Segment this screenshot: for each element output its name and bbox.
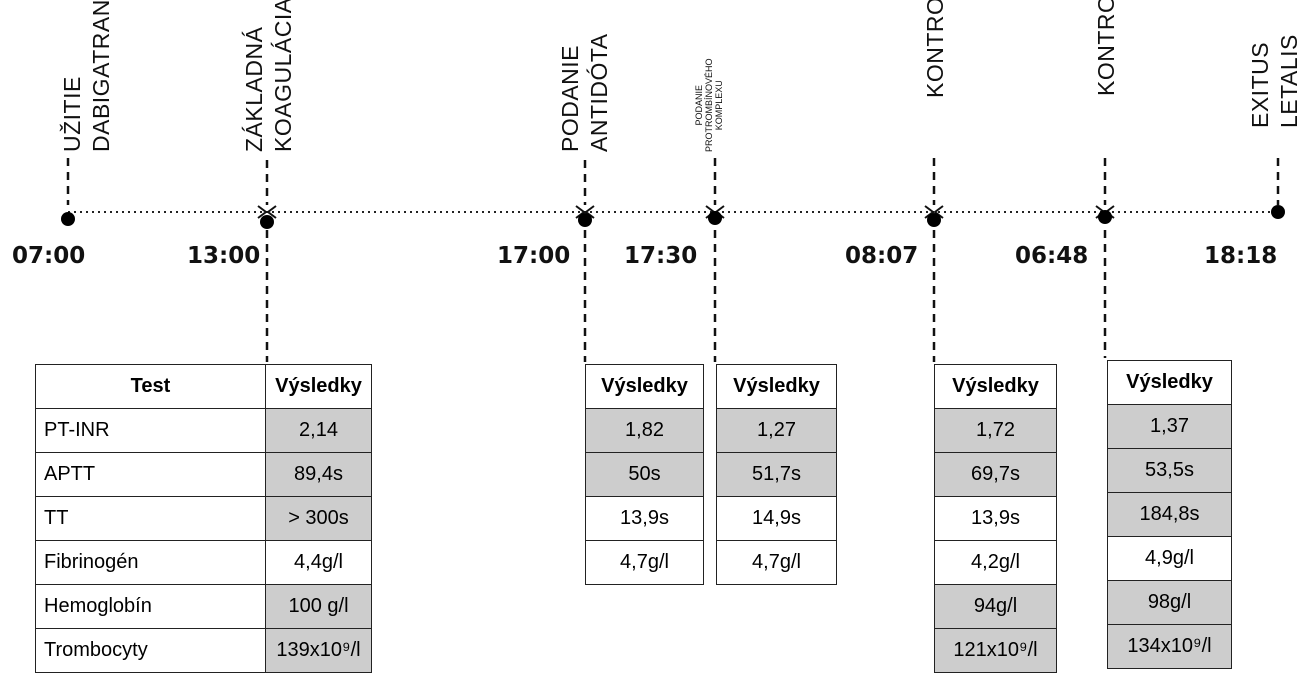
event-dot [578, 213, 592, 227]
time-label: 17:00 [497, 243, 571, 269]
event-label-protrombinoveho: PODANIE PROTROMBÍNOVÉHO KOMPLEXU [694, 58, 724, 152]
result-cell: 69,7s [934, 452, 1057, 497]
event-label-kontrola-1: KONTROLA [922, 0, 948, 98]
test-name: Fibrinogén [35, 540, 266, 585]
result-cell: 53,5s [1107, 448, 1232, 493]
result-cell: 1,37 [1107, 404, 1232, 449]
time-label: 06:48 [1015, 243, 1089, 269]
results-column-header: Výsledky [1107, 360, 1232, 405]
event-label-antidota: PODANIE ANTIDÓTA [557, 33, 612, 152]
table-row: Trombocyty 139x10⁹/l [35, 628, 372, 673]
result-cell: 14,9s [716, 496, 837, 541]
baseline-results-table: Test Výsledky PT-INR 2,14 APTT 89,4s TT > 3… [35, 364, 372, 673]
arrowhead [933, 205, 944, 219]
result-cell: 2,14 [265, 408, 372, 453]
result-cell: 98g/l [1107, 580, 1232, 625]
result-cell: 4,2g/l [934, 540, 1057, 585]
event-dot [260, 215, 274, 229]
table-row: Hemoglobín 100 g/l [35, 584, 372, 629]
result-cell: 1,72 [934, 408, 1057, 453]
result-cell: 89,4s [265, 452, 372, 497]
event-dot [708, 211, 722, 225]
prothrombin-results-table: Výsledky 1,27 51,7s 14,9s 4,7g/l [716, 364, 837, 585]
result-cell: 139x10⁹/l [265, 628, 372, 673]
arrowhead [575, 205, 586, 219]
arrowhead [266, 205, 277, 219]
result-cell: 13,9s [585, 496, 704, 541]
antidote-results-table: Výsledky 1,82 50s 13,9s 4,7g/l [585, 364, 704, 585]
event-label-koagulacia: ZÁKLADNÁ KOAGULÁCIA [241, 0, 296, 152]
results-column-header: Výsledky [265, 364, 372, 409]
arrowhead [584, 205, 595, 219]
time-label: 07:00 [12, 243, 86, 269]
result-cell: 1,82 [585, 408, 704, 453]
test-name: Trombocyty [35, 628, 266, 673]
result-cell: 121x10⁹/l [934, 628, 1057, 673]
event-dot [1098, 210, 1112, 224]
time-label: 13:00 [187, 243, 261, 269]
result-cell: 4,7g/l [585, 540, 704, 585]
table-row: Fibrinogén 4,4g/l [35, 540, 372, 585]
test-name: PT-INR [35, 408, 266, 453]
time-label: 18:18 [1204, 243, 1278, 269]
result-cell: 100 g/l [265, 584, 372, 629]
event-dot [927, 213, 941, 227]
time-label: 17:30 [624, 243, 698, 269]
test-name: TT [35, 496, 266, 541]
event-dot [1271, 205, 1285, 219]
result-cell: 94g/l [934, 584, 1057, 629]
test-name: APTT [35, 452, 266, 497]
test-name: Hemoglobín [35, 584, 266, 629]
table-row: TT > 300s [35, 496, 372, 541]
results-column-header: Výsledky [716, 364, 837, 409]
time-label: 08:07 [845, 243, 919, 269]
result-cell: 4,9g/l [1107, 536, 1232, 581]
result-cell: 184,8s [1107, 492, 1232, 537]
result-cell: 51,7s [716, 452, 837, 497]
result-cell: 134x10⁹/l [1107, 624, 1232, 669]
event-label-dabigatran: UŽITIE DABIGATRANU [59, 0, 114, 152]
event-label-kontrola-2: KONTROLA [1093, 0, 1119, 96]
control-2-results-table: Výsledky 1,37 53,5s 184,8s 4,9g/l 98g/l … [1107, 360, 1232, 669]
result-cell: 4,7g/l [716, 540, 837, 585]
results-column-header: Výsledky [585, 364, 704, 409]
arrowhead [257, 205, 268, 219]
event-label-exitus: EXITUS LETALIS [1247, 34, 1302, 128]
table-row: APTT 89,4s [35, 452, 372, 497]
result-cell: 13,9s [934, 496, 1057, 541]
table-header-row: Test Výsledky [35, 364, 372, 409]
result-cell: 1,27 [716, 408, 837, 453]
control-1-results-table: Výsledky 1,72 69,7s 13,9s 4,2g/l 94g/l 1… [934, 364, 1057, 673]
result-cell: 4,4g/l [265, 540, 372, 585]
results-column-header: Výsledky [934, 364, 1057, 409]
arrowhead [924, 205, 935, 219]
event-dot [61, 212, 75, 226]
test-column-header: Test [35, 364, 266, 409]
result-cell: > 300s [265, 496, 372, 541]
result-cell: 50s [585, 452, 704, 497]
table-row: PT-INR 2,14 [35, 408, 372, 453]
